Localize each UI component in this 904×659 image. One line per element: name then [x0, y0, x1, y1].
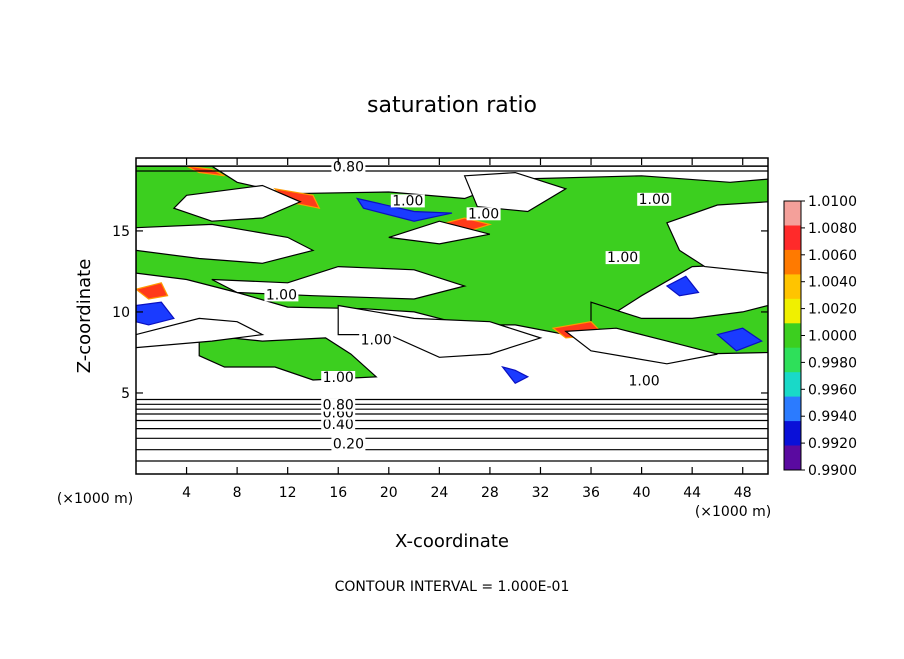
- contour-label-bg: [321, 398, 356, 412]
- colorbar-swatch: [784, 323, 801, 349]
- x-tick-label: 36: [582, 485, 600, 501]
- x-tick-label: 20: [380, 485, 398, 501]
- contour-label: 1.00: [323, 370, 354, 386]
- contour-label: 1.00: [607, 250, 638, 266]
- y-tick-label: 10: [112, 305, 130, 321]
- contour-lines: [136, 165, 768, 462]
- undersaturated-patch: [665, 275, 700, 297]
- contour-label: 1.00: [392, 193, 423, 209]
- x-tick-label: 16: [329, 485, 347, 501]
- y-tick-label: 5: [121, 386, 130, 402]
- contour-label-bg: [264, 288, 299, 302]
- contour-label-bg: [331, 437, 366, 451]
- contour-label-bg: [331, 160, 366, 174]
- colorbar-swatch: [784, 274, 801, 300]
- contour-label-bg: [637, 192, 672, 206]
- x-tick-label: 4: [182, 485, 191, 501]
- contour-label: 1.00: [629, 373, 660, 389]
- unsaturated-region: [136, 223, 315, 264]
- colorbar: 1.0100 1.0080 1.0060 1.0040 1.0020 1.0000 0.99…: [783, 194, 857, 479]
- chart-title: saturation ratio: [367, 93, 537, 118]
- colorbar-label: 1.0040: [808, 275, 857, 291]
- colorbar-swatch: [784, 372, 801, 398]
- unsaturated-region: [337, 304, 543, 358]
- y-axis-unit: (×1000 m): [57, 491, 133, 507]
- contour-label-bg: [390, 194, 425, 208]
- contour-label: 1.00: [266, 287, 297, 303]
- colorbar-swatch: [784, 421, 801, 447]
- plot-frame: [135, 157, 769, 475]
- contour-label-bg: [359, 333, 394, 347]
- x-tick-label: 44: [683, 485, 701, 501]
- x-tick-label: 12: [279, 485, 297, 501]
- x-tick-label: 8: [233, 485, 242, 501]
- x-axis-label: X-coordinate: [395, 531, 509, 552]
- colorbar-label: 0.9940: [808, 409, 857, 425]
- x-tick-label: 48: [734, 485, 752, 501]
- shaded-regions: [136, 165, 768, 385]
- contour-labels: 0.200.400.600.801.001.001.001.001.001.00…: [264, 159, 672, 453]
- colorbar-label: 1.0080: [808, 221, 857, 237]
- x-tick-label: 28: [481, 485, 499, 501]
- contour-label: 0.80: [333, 159, 364, 175]
- supersaturated-patch: [136, 282, 169, 300]
- unsaturated-region: [136, 317, 265, 349]
- colorbar-label: 0.9960: [808, 382, 857, 398]
- colorbar-label: 0.9980: [808, 355, 857, 371]
- colorbar-label: 1.0000: [808, 329, 857, 345]
- y-axis-label: Z-coordinate: [74, 259, 95, 374]
- colorbar-swatch: [784, 201, 801, 226]
- contour-label: 1.00: [468, 206, 499, 222]
- unsaturated-region: [172, 184, 302, 222]
- contour-label-bg: [466, 207, 501, 221]
- contour-interval-note: CONTOUR INTERVAL = 1.000E-01: [335, 579, 570, 595]
- colorbar-label: 1.0020: [808, 302, 857, 318]
- colorbar-swatch: [784, 249, 801, 275]
- colorbar-label: 1.0060: [808, 248, 857, 264]
- contour-label-bg: [627, 374, 662, 388]
- contour-label: 0.20: [333, 437, 364, 453]
- colorbar-swatch: [784, 298, 801, 324]
- unsaturated-region: [666, 201, 768, 274]
- x-axis-unit: (×1000 m): [695, 504, 771, 520]
- contour-label: 0.40: [323, 417, 354, 433]
- y-tick-label: 15: [112, 224, 130, 240]
- unsaturated-region: [463, 171, 568, 213]
- colorbar-swatch: [784, 225, 801, 251]
- contour-label: 0.80: [323, 398, 354, 414]
- contour-label-bg: [321, 418, 356, 431]
- undersaturated-patch: [501, 365, 530, 385]
- undersaturated-patch: [136, 301, 175, 326]
- contour-label-bg: [321, 371, 356, 384]
- colorbar-swatch: [784, 445, 801, 471]
- unsaturated-region: [388, 220, 491, 245]
- colorbar-label: 0.9920: [808, 436, 857, 452]
- undersaturated-patch: [716, 327, 763, 352]
- colorbar-swatch: [784, 347, 801, 373]
- x-tick-label: 24: [430, 485, 448, 501]
- x-tick-label: 40: [633, 485, 651, 501]
- colorbar-label: 1.0100: [808, 194, 857, 210]
- unsaturated-region: [564, 327, 718, 365]
- x-axis: 4 8 12 16 20 24 28 32 36 40 44 48: [182, 158, 752, 501]
- colorbar-label: 0.9900: [808, 463, 857, 479]
- y-axis: 5 10 15: [112, 224, 768, 402]
- contour-label: 1.00: [361, 333, 392, 349]
- x-tick-label: 32: [532, 485, 550, 501]
- plot-area: 0.200.400.600.801.001.001.001.001.001.00…: [136, 158, 768, 474]
- undersaturated-patch: [355, 197, 453, 222]
- contour-label-bg: [605, 251, 640, 265]
- colorbar-swatch: [784, 396, 801, 422]
- contour-label: 1.00: [639, 192, 670, 208]
